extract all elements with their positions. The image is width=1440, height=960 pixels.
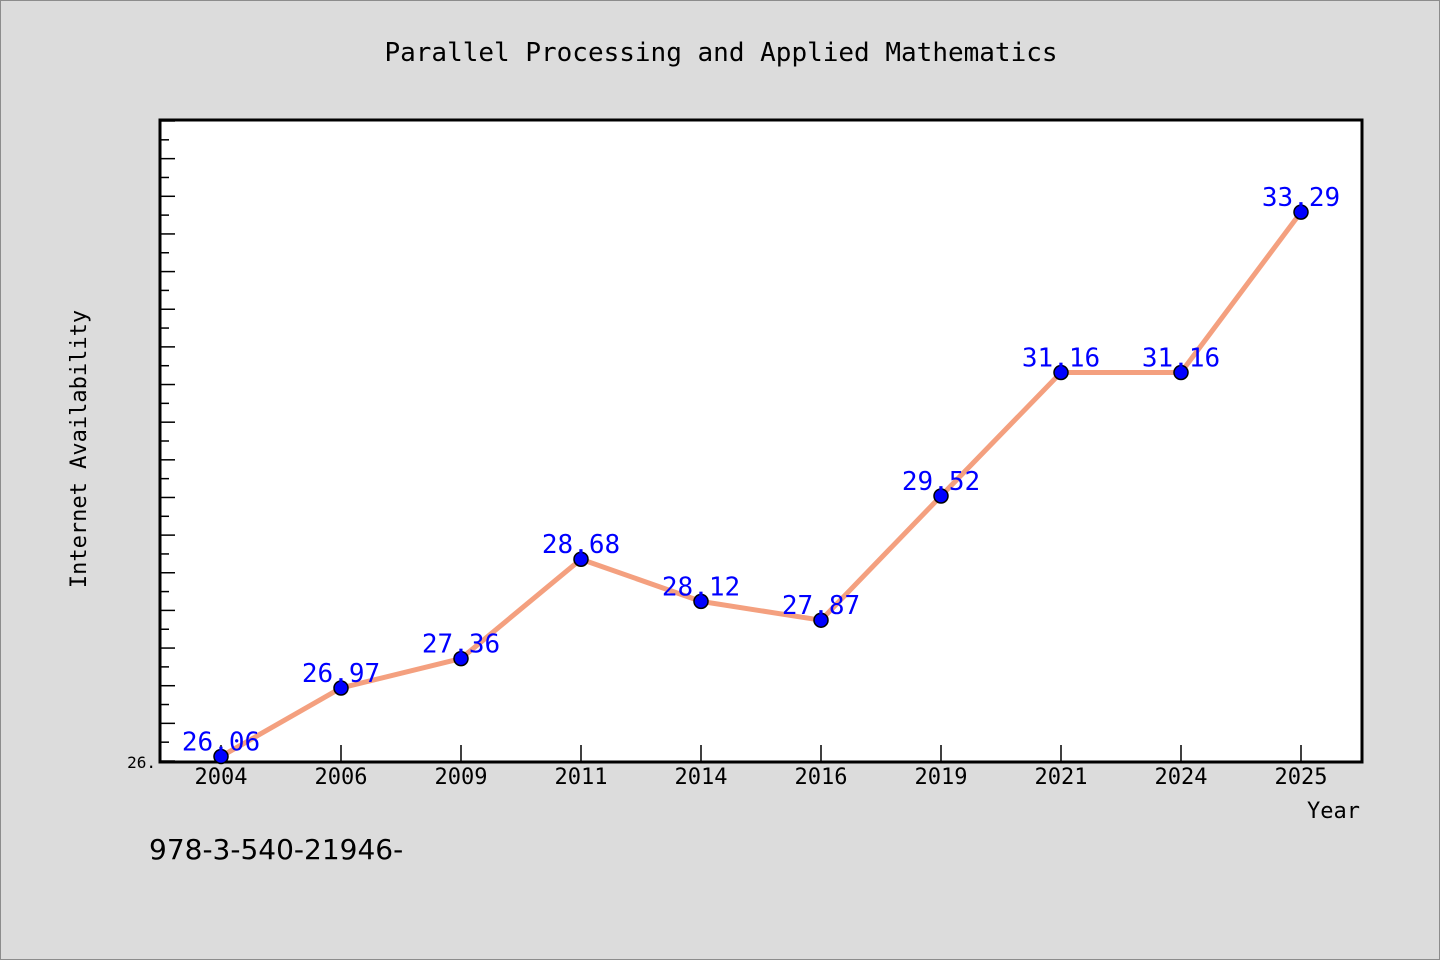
data-point-label: 33.29 <box>1262 183 1340 213</box>
data-point-label: 26.97 <box>302 659 380 689</box>
data-point-label: 27.36 <box>422 630 500 660</box>
y-axis-label: Internet Availability <box>67 310 92 588</box>
x-tick-label: 2014 <box>675 765 728 790</box>
data-markers <box>213 204 1309 765</box>
x-tick-label: 2011 <box>555 765 608 790</box>
x-axis-label: Year <box>1307 799 1360 824</box>
data-point-marker <box>1173 364 1189 381</box>
data-point-label: 31.16 <box>1142 343 1220 373</box>
data-point-label: 28.12 <box>662 572 740 602</box>
y-axis-ticks <box>161 120 175 762</box>
x-tick-label: 2006 <box>315 765 368 790</box>
plot-area <box>158 118 1364 764</box>
data-point-label: 28.68 <box>542 530 620 560</box>
footer-note: 978-3-540-21946- <box>149 833 404 866</box>
data-point-marker <box>213 748 229 765</box>
x-tick-label: 2009 <box>435 765 488 790</box>
x-axis-ticks: 2004 2006 2009 2011 2014 2016 2019 2021 2024 2025 <box>195 745 1328 790</box>
x-tick-label: 2024 <box>1155 765 1208 790</box>
data-point-marker <box>933 488 949 504</box>
data-point-marker <box>333 680 349 696</box>
x-tick-label: 2004 <box>195 765 248 790</box>
x-tick-label: 2016 <box>795 765 848 790</box>
data-labels: 26.06 26.97 27.36 28.68 28.12 27.87 29.52 31.16… <box>182 183 1340 757</box>
data-point-label: 27.87 <box>782 591 860 621</box>
series-line <box>218 209 1304 759</box>
y-tick-label: 26. <box>127 753 156 772</box>
x-tick-label: 2021 <box>1035 765 1088 790</box>
data-point-marker <box>813 612 829 628</box>
x-tick-label: 2025 <box>1275 765 1328 790</box>
data-point-label: 29.52 <box>902 467 980 497</box>
data-point-label: 26.06 <box>182 727 260 757</box>
data-point-marker <box>1053 364 1069 381</box>
data-point-marker <box>1293 204 1309 220</box>
data-point-marker <box>693 593 709 610</box>
chart-title: Parallel Processing and Applied Mathemat… <box>384 38 1057 68</box>
data-point-label: 31.16 <box>1022 343 1100 373</box>
data-point-marker <box>573 551 589 567</box>
data-point-marker <box>453 650 469 667</box>
x-tick-label: 2019 <box>915 765 968 790</box>
